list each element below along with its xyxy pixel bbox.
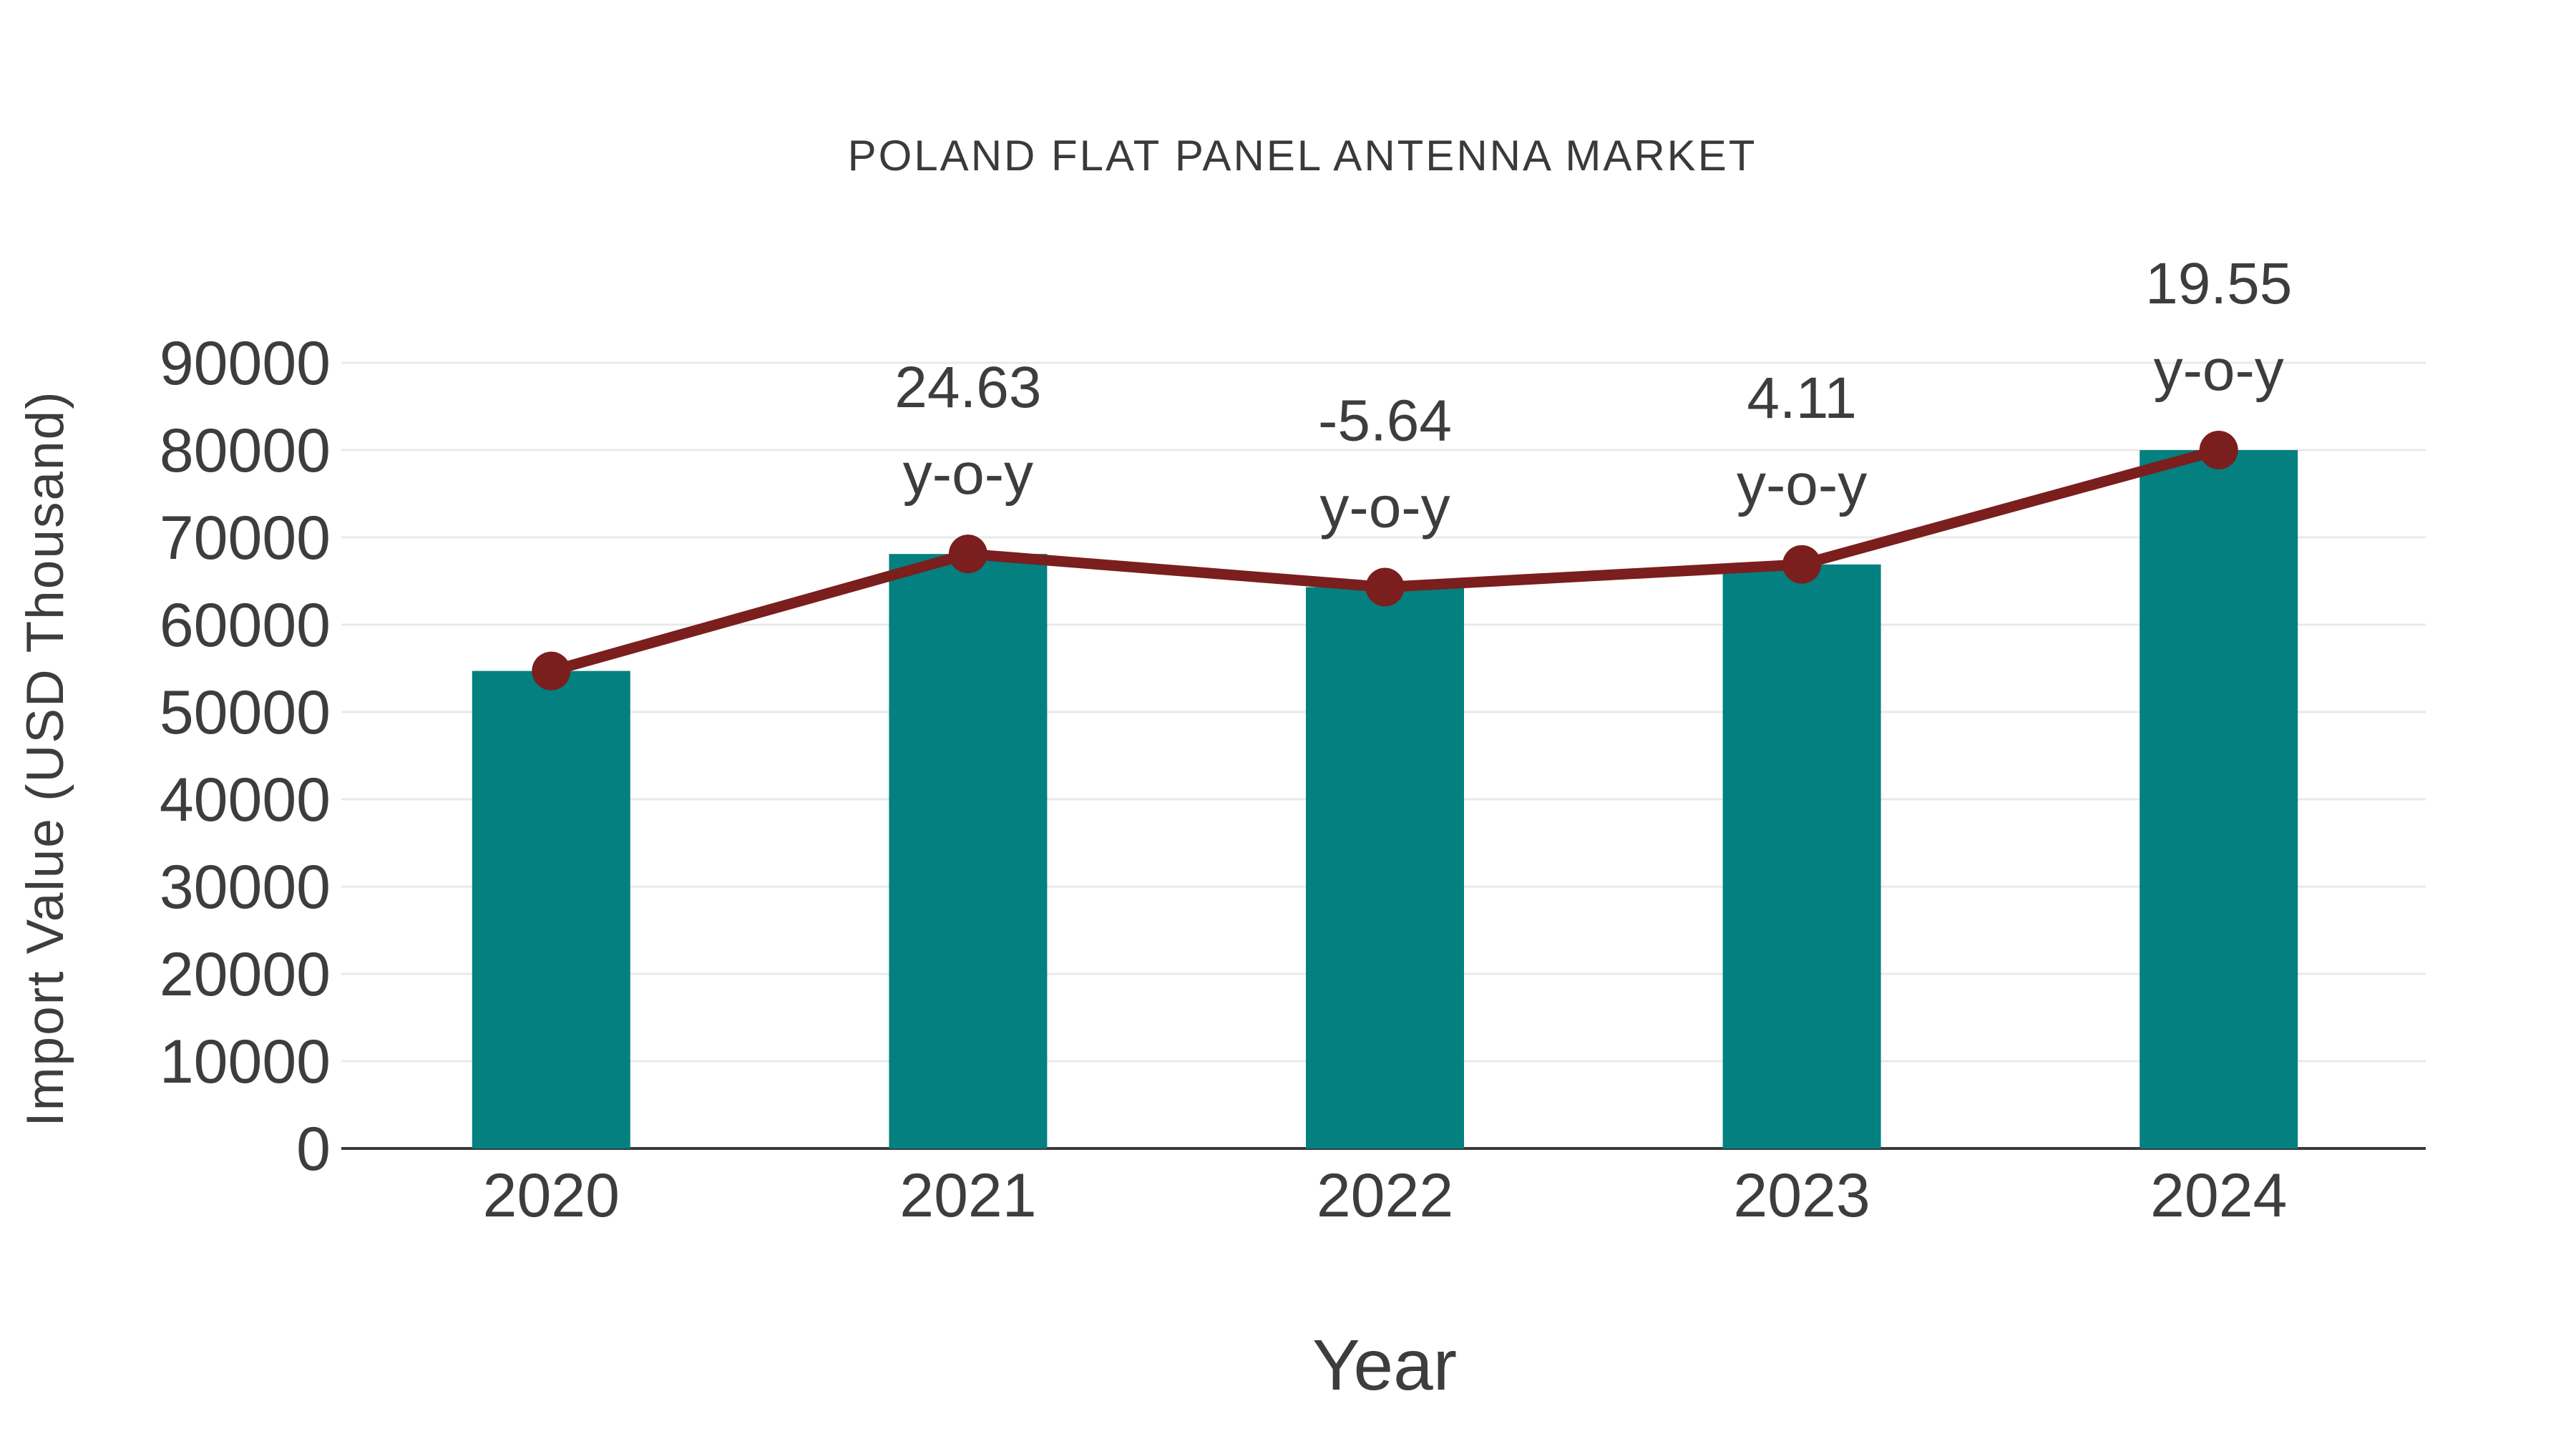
y-tick-label: 50000: [160, 678, 331, 747]
line-series: [532, 431, 2238, 691]
bar-2024: [2140, 450, 2298, 1148]
line-marker-2020: [532, 651, 571, 691]
x-axis-tick-labels: 2020 2021 2022 2023 2024: [483, 1161, 2288, 1230]
line-marker-2022: [1365, 567, 1405, 607]
x-axis-label: Year: [1312, 1325, 1457, 1405]
y-tick-label: 60000: [160, 591, 331, 660]
bar-series: [472, 450, 2298, 1148]
annotation-suffix-2023: y-o-y: [1737, 452, 1867, 517]
annotation-suffix-2022: y-o-y: [1319, 475, 1450, 540]
y-axis-label: Import Value (USD Thousand): [16, 390, 74, 1126]
annotation-value-2024: 19.55: [2145, 251, 2292, 316]
growth-annotations: 24.63 y-o-y -5.64 y-o-y 4.11 y-o-y 19.55 y-o-y: [894, 251, 2292, 540]
y-tick-label: 90000: [160, 329, 331, 398]
x-tick-label: 2021: [899, 1161, 1036, 1230]
y-tick-label: 0: [296, 1115, 331, 1184]
x-tick-label: 2023: [1733, 1161, 1870, 1230]
y-tick-label: 40000: [160, 766, 331, 834]
y-tick-label: 10000: [160, 1028, 331, 1096]
y-tick-label: 70000: [160, 504, 331, 572]
annotation-value-2021: 24.63: [894, 355, 1041, 420]
bar-2022: [1306, 587, 1464, 1148]
line-marker-2021: [948, 535, 987, 574]
bar-2023: [1722, 564, 1881, 1148]
line-marker-2024: [2199, 431, 2238, 469]
y-tick-label: 30000: [160, 853, 331, 922]
x-tick-label: 2020: [483, 1161, 620, 1230]
y-axis-tick-labels: 0 10000 20000 30000 40000 50000 60000 70000 8000…: [160, 329, 331, 1184]
line-marker-2023: [1782, 545, 1822, 584]
annotation-value-2023: 4.11: [1747, 366, 1857, 431]
x-tick-label: 2022: [1317, 1161, 1453, 1230]
annotation-suffix-2021: y-o-y: [903, 441, 1033, 507]
bar-2021: [889, 554, 1048, 1148]
bar-2020: [472, 670, 630, 1148]
annotation-value-2022: -5.64: [1318, 389, 1452, 454]
annotation-suffix-2024: y-o-y: [2154, 338, 2284, 403]
chart-title: POLAND FLAT PANEL ANTENNA MARKET: [848, 132, 1757, 180]
y-tick-label: 80000: [160, 416, 331, 485]
y-tick-label: 20000: [160, 940, 331, 1009]
x-tick-label: 2024: [2150, 1161, 2287, 1230]
